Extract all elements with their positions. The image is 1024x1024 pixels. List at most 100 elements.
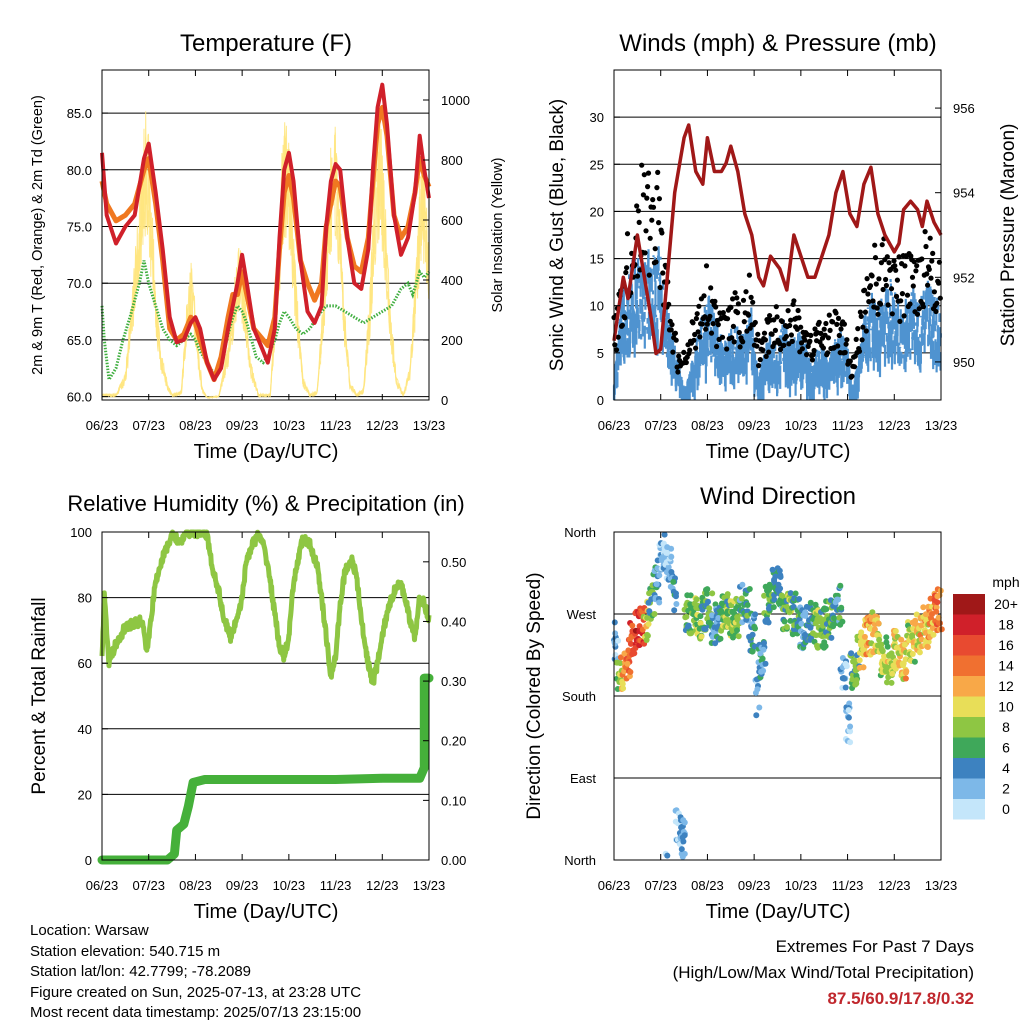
direction-point [901, 641, 908, 648]
direction-point [761, 592, 768, 599]
direction-point [643, 637, 650, 643]
gust-point [820, 345, 827, 351]
wind-pressure-series [611, 123, 943, 400]
direction-point [828, 634, 835, 641]
gust-point [655, 169, 661, 175]
gust-point [773, 304, 779, 310]
gust-point [888, 286, 895, 292]
gust-point [642, 250, 648, 256]
gust-point [914, 263, 920, 269]
direction-xtick-label-6: 12/23 [878, 878, 911, 893]
direction-point [644, 631, 651, 638]
pressure-y2tick-label-1: 952 [953, 270, 975, 285]
gust-point [704, 321, 710, 327]
direction-point [777, 574, 784, 580]
gust-point [934, 300, 940, 306]
direction-ytick-label-4: North [564, 525, 596, 540]
gust-point [842, 349, 848, 356]
station-latlon: Station lat/lon: 42.7799; -78.2089 [30, 963, 252, 980]
colorbar-swatch-10 [953, 799, 985, 820]
gust-point [750, 299, 756, 305]
direction-point [869, 609, 876, 616]
wind-xtick-label-1: 07/23 [644, 418, 677, 433]
direction-point [706, 619, 713, 626]
rh-xtick-label-3: 09/23 [226, 878, 259, 893]
temperature-ylabel-right: Solar Insolation (Yellow) [490, 157, 506, 312]
direction-xtick-label-3: 09/23 [738, 878, 771, 893]
direction-point [777, 585, 784, 592]
gust-point [880, 286, 886, 293]
gust-point [715, 322, 721, 328]
gust-point [745, 312, 752, 318]
gust-point [830, 319, 836, 325]
direction-point [821, 606, 828, 613]
direction-point [938, 626, 945, 633]
wind-pressure-ylabel-right: Station Pressure (Maroon) [998, 124, 1019, 347]
direction-point [717, 635, 724, 642]
gust-point [841, 321, 848, 327]
direction-point [754, 686, 761, 693]
gust-point [866, 299, 872, 305]
gust-point [737, 344, 743, 350]
direction-point [792, 590, 799, 597]
gust-point [752, 319, 758, 326]
direction-point [934, 599, 941, 606]
gust-point [910, 283, 916, 289]
gust-point [731, 339, 737, 345]
direction-point [704, 586, 711, 593]
direction-point [653, 581, 660, 588]
temperature-y2tick-label-4: 800 [441, 153, 463, 168]
temperature-ytick-label-4: 80.0 [67, 163, 92, 178]
gust-point [788, 317, 794, 323]
direction-point [760, 667, 767, 674]
temperature-xtick-label-0: 06/23 [86, 418, 119, 433]
gust-point [834, 321, 840, 327]
gust-point [791, 298, 797, 304]
gust-point [640, 192, 647, 198]
direction-point [930, 631, 937, 638]
direction-xtick-label-0: 06/23 [598, 878, 631, 893]
direction-point [678, 846, 685, 853]
gust-point [660, 270, 666, 276]
precip-y2tick-label-2: 0.20 [441, 734, 466, 749]
direction-point [802, 609, 809, 616]
colorbar-label-9: 2 [1002, 781, 1010, 797]
gust-point [766, 349, 772, 355]
direction-point [892, 628, 899, 635]
direction-point [796, 596, 803, 602]
temperature-panel: Temperature (F) 60.0 65.0 70.0 75.0 80.0 85.0… [30, 30, 506, 463]
direction-point [627, 669, 634, 675]
gust-point [796, 315, 802, 321]
direction-point [617, 660, 624, 667]
gust-point [720, 310, 726, 316]
direction-point [704, 590, 710, 597]
wind-ytick-label-0: 0 [597, 393, 604, 408]
wind-pressure-title: Winds (mph) & Pressure (mb) [619, 30, 936, 57]
gust-point [730, 323, 737, 329]
direction-ytick-label-0: North [564, 853, 596, 868]
gust-point [781, 342, 787, 348]
colorbar-title: mph [992, 574, 1019, 590]
gust-point [654, 185, 660, 191]
direction-point [709, 633, 716, 640]
temperature-ytick-label-0: 60.0 [67, 390, 92, 405]
colorbar-label-1: 18 [998, 617, 1014, 633]
gust-point [799, 346, 806, 352]
gust-point [746, 272, 753, 278]
colorbar-label-10: 0 [1002, 801, 1010, 817]
colorbar-label-0: 20+ [994, 596, 1018, 612]
gust-point [810, 352, 816, 358]
gust-point [885, 302, 891, 308]
direction-point [735, 633, 742, 640]
gust-point [619, 322, 626, 328]
direction-point [681, 832, 688, 839]
colorbar-label-6: 8 [1002, 719, 1010, 735]
direction-point [762, 660, 769, 667]
direction-point [837, 582, 844, 589]
extremes-heading: Extremes For Past 7 Days [775, 937, 974, 956]
gust-point [666, 301, 672, 307]
temperature-ytick-label-1: 65.0 [67, 333, 92, 348]
direction-point [668, 553, 675, 560]
relative-humidity-line [99, 529, 432, 686]
